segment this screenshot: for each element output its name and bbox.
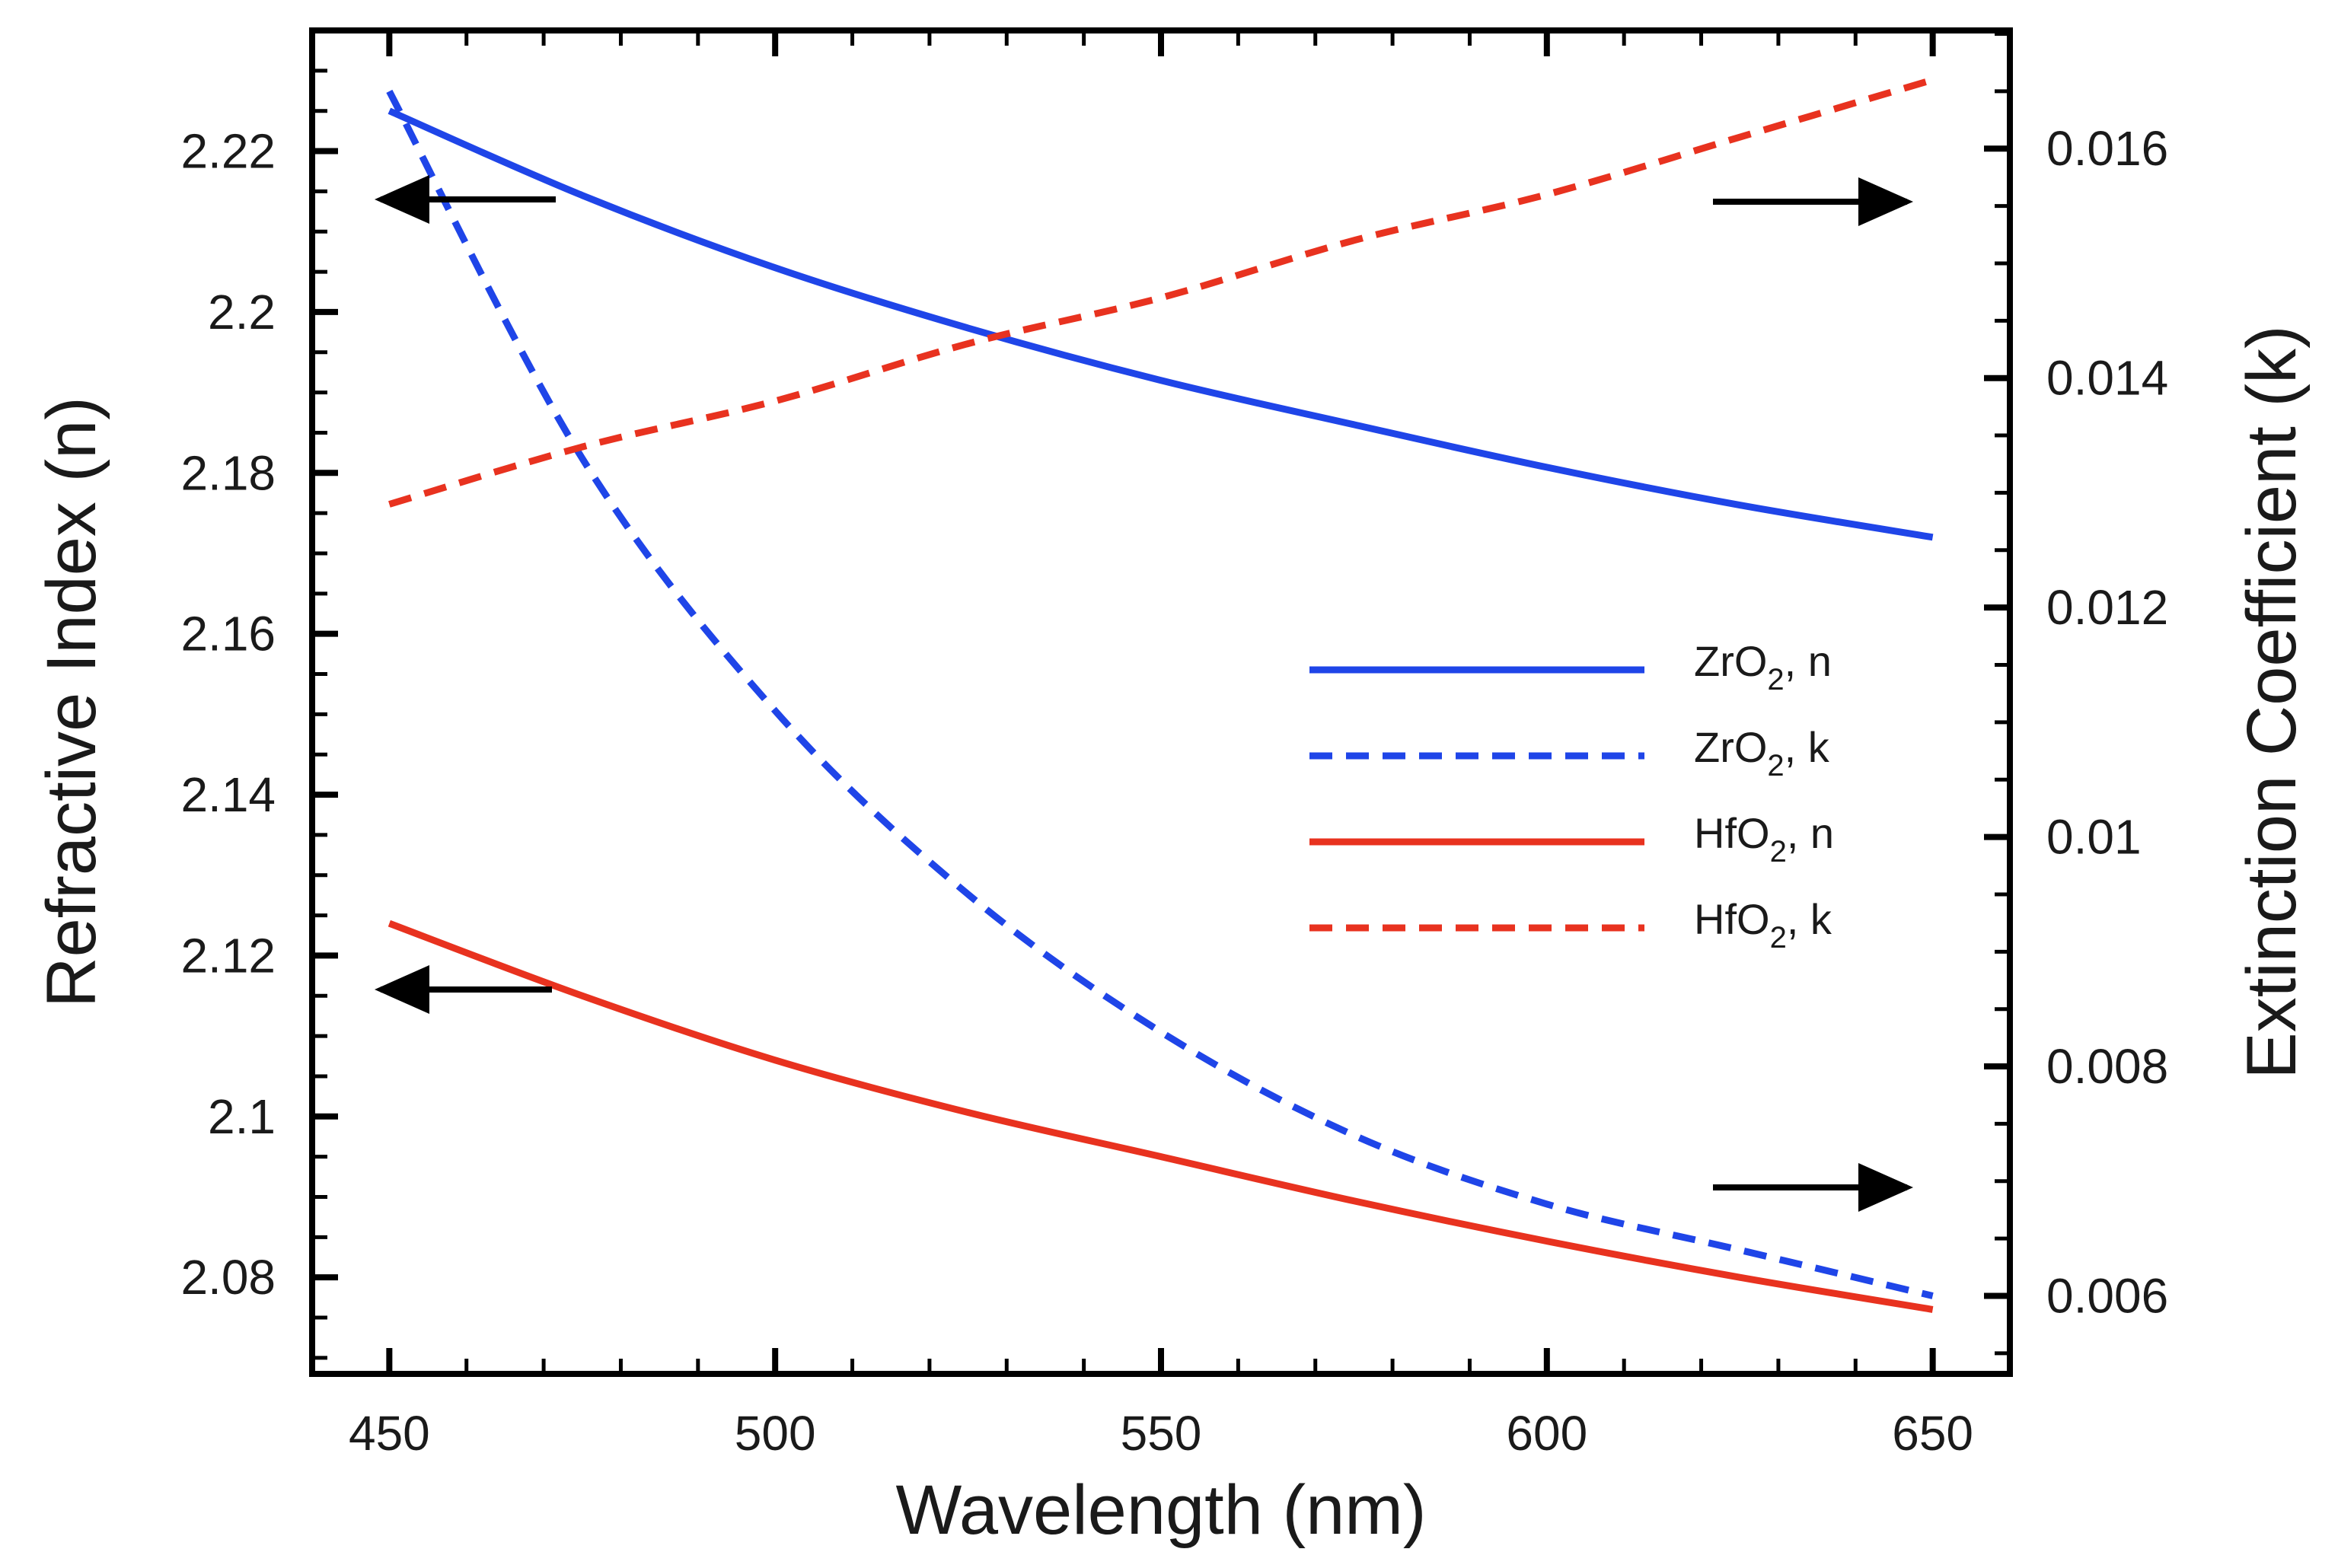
- y-right-tick-label: 0.006: [2046, 1269, 2168, 1324]
- legend-label-tail: , k: [1787, 895, 1832, 943]
- y-left-tick-label: 2.18: [180, 445, 276, 500]
- legend-label: ZrO2, k: [1694, 723, 1830, 782]
- x-axis-title: Wavelength (nm): [895, 1471, 1426, 1549]
- labels-layer: 450 500 550 600 650 2.08 2.1 2.12 2.14 2.16 2.18 2.…: [33, 121, 2311, 1549]
- legend-label-main: ZrO: [1694, 637, 1767, 685]
- legend-label-main: ZrO: [1694, 723, 1767, 771]
- legend-label-tail: , n: [1785, 637, 1832, 685]
- series-layer: [386, 76, 1934, 1313]
- legend-label-tail: , n: [1787, 809, 1834, 857]
- y-left-tick-label: 2.14: [180, 767, 276, 822]
- legend-label-subscript: 2: [1767, 749, 1784, 782]
- legend-label: ZrO2, n: [1694, 637, 1832, 696]
- series-line-hfo2-k: [388, 76, 1934, 508]
- legend-label-main: HfO: [1694, 809, 1770, 857]
- x-tick-label: 600: [1506, 1406, 1587, 1461]
- legend-label-main: HfO: [1694, 895, 1770, 943]
- legend-label-subscript: 2: [1770, 921, 1787, 955]
- legend-label: HfO2, k: [1694, 895, 1832, 955]
- legend-label-subscript: 2: [1770, 835, 1787, 868]
- y-left-tick-label: 2.08: [180, 1250, 276, 1305]
- plot-frame: [309, 27, 2013, 1377]
- y-left-tick-label: 2.16: [180, 607, 276, 661]
- y-left-tick-label: 2.22: [180, 124, 276, 179]
- y-right-tick-label: 0.01: [2046, 810, 2142, 865]
- y-right-tick-label: 0.008: [2046, 1039, 2168, 1094]
- y-right-tick-label: 0.012: [2046, 580, 2168, 635]
- x-tick-label: 650: [1892, 1406, 1973, 1461]
- y-right-tick-label: 0.014: [2046, 351, 2168, 406]
- y-left-tick-label: 2.12: [180, 928, 276, 983]
- y-left-tick-label: 2.2: [208, 285, 276, 339]
- series-line-zro2-n: [388, 107, 1934, 541]
- legend-label: HfO2, n: [1694, 809, 1834, 868]
- y-left-tick-label: 2.1: [208, 1089, 276, 1144]
- annotation-arrows: [375, 175, 1913, 1212]
- y-left-axis-title: Refractive Index (n): [33, 397, 110, 1008]
- x-tick-label: 450: [349, 1406, 430, 1461]
- y-right-axis-title: Extinction Coefficient (k): [2233, 325, 2311, 1079]
- y-right-tick-label: 0.016: [2046, 121, 2168, 176]
- legend-label-tail: , k: [1785, 723, 1830, 771]
- series-line-hfo2-n: [388, 919, 1934, 1313]
- x-tick-label: 550: [1121, 1406, 1202, 1461]
- series-line-zro2-k: [386, 89, 1934, 1299]
- x-tick-label: 500: [735, 1406, 816, 1461]
- legend-label-subscript: 2: [1767, 663, 1784, 696]
- ticks-layer: [312, 28, 2010, 1374]
